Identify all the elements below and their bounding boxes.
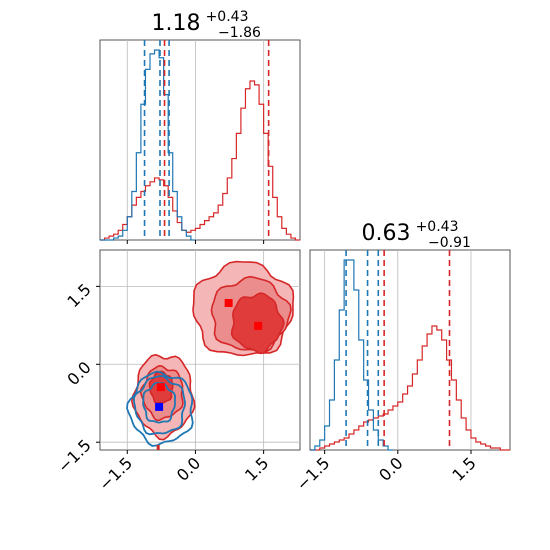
contour-2d-blue — [126, 370, 194, 447]
panel-2d-frame — [99, 249, 301, 451]
contour-2d-blue — [132, 375, 186, 436]
histogram-param2-blue — [310, 259, 393, 451]
x-bottom-tick-label: 0.0 — [375, 453, 406, 484]
title-param1: 1.18 +0.43 — [152, 9, 249, 36]
y-2d-tick-label: −1.5 — [54, 436, 95, 477]
panel-bottom-right-frame — [309, 249, 511, 451]
title-param2: 0.63 +0.43 — [362, 219, 459, 246]
title-param2-minus: −0.91 — [428, 235, 471, 251]
best-fit-marker-red — [156, 383, 165, 392]
truth-marker — [156, 445, 160, 450]
best-fit-marker-red — [224, 298, 233, 307]
panel-top-left-frame — [99, 39, 301, 241]
y-2d-tick-label: 1.5 — [63, 280, 94, 311]
best-fit-marker-red — [254, 321, 263, 330]
histogram-param1-red — [100, 80, 300, 241]
title-param1-value: 1.18 — [152, 11, 201, 36]
x-2d-tick-label: 1.5 — [241, 453, 272, 484]
x-bottom-tick-label: −1.5 — [293, 453, 334, 494]
line-layer — [100, 40, 510, 451]
contour-2d-blue — [142, 381, 177, 424]
best-fit-marker-blue — [155, 402, 164, 411]
title-param2-value: 0.63 — [362, 221, 411, 246]
contour-fill-layer — [126, 260, 295, 450]
x-2d-tick-label: −1.5 — [95, 453, 136, 494]
title-param1-plus: +0.43 — [206, 9, 249, 25]
y-2d-tick-label: 0.0 — [63, 358, 94, 389]
histogram-param2-red — [310, 325, 510, 451]
histogram-param1-blue — [100, 49, 196, 241]
title-param1-minus: −1.86 — [218, 25, 261, 41]
title-param2-plus: +0.43 — [416, 219, 459, 235]
x-bottom-tick-label: 1.5 — [448, 453, 479, 484]
x-2d-tick-label: 0.0 — [173, 453, 204, 484]
grid-layer — [100, 40, 472, 450]
